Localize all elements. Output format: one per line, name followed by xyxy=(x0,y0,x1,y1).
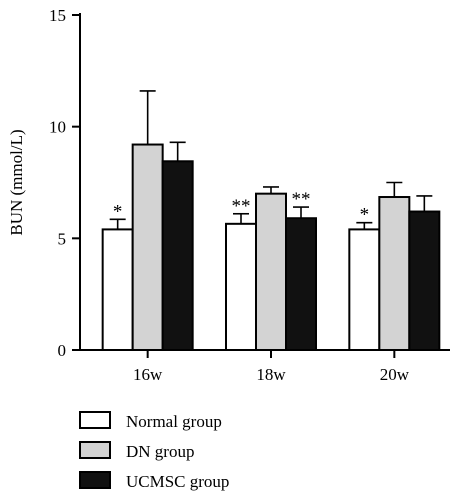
bar-dn-group-16w xyxy=(131,143,164,351)
y-axis-label: BUN (mmol/L) xyxy=(7,129,26,235)
significance-marker-0-16w: * xyxy=(113,201,123,222)
legend: Normal group DN group UCMSC group xyxy=(79,411,229,491)
legend-label-2: UCMSC group xyxy=(126,472,229,491)
y-tick-label-10: 10 xyxy=(49,118,66,137)
y-tick-label-5: 5 xyxy=(58,229,67,248)
x-tick-label-16w: 16w xyxy=(133,365,163,384)
significance-marker-0-18w: ** xyxy=(232,196,251,217)
bar-normal-group-20w xyxy=(348,228,381,351)
significance-layer: * ** *** xyxy=(113,189,369,226)
bar-dn-group-20w xyxy=(378,196,411,351)
significance-marker-2-18w: ** xyxy=(292,189,311,210)
legend-swatch-2 xyxy=(79,471,111,489)
legend-swatch-1 xyxy=(79,441,111,459)
bar-normal-group-18w xyxy=(225,222,257,351)
legend-label-0: Normal group xyxy=(126,412,222,431)
legend-label-1: DN group xyxy=(126,442,194,461)
bar-dn-group-18w xyxy=(255,192,287,351)
bar-ucmsc-group-20w xyxy=(408,210,441,351)
y-tick-label-15: 15 xyxy=(49,6,66,25)
bar-ucmsc-group-18w xyxy=(285,217,317,351)
bar-normal-group-16w xyxy=(101,228,134,351)
bars-layer xyxy=(101,143,441,351)
error-bars-layer xyxy=(109,90,433,230)
legend-swatch-0 xyxy=(79,411,111,429)
x-axis: 16w 18w 20w xyxy=(80,349,450,384)
x-tick-label-18w: 18w xyxy=(256,365,286,384)
x-tick-label-20w: 20w xyxy=(380,365,410,384)
significance-marker-0-20w: * xyxy=(360,205,370,226)
y-axis: 0 5 10 15 xyxy=(49,6,81,360)
y-tick-label-0: 0 xyxy=(58,341,67,360)
bar-ucmsc-group-16w xyxy=(161,160,194,351)
